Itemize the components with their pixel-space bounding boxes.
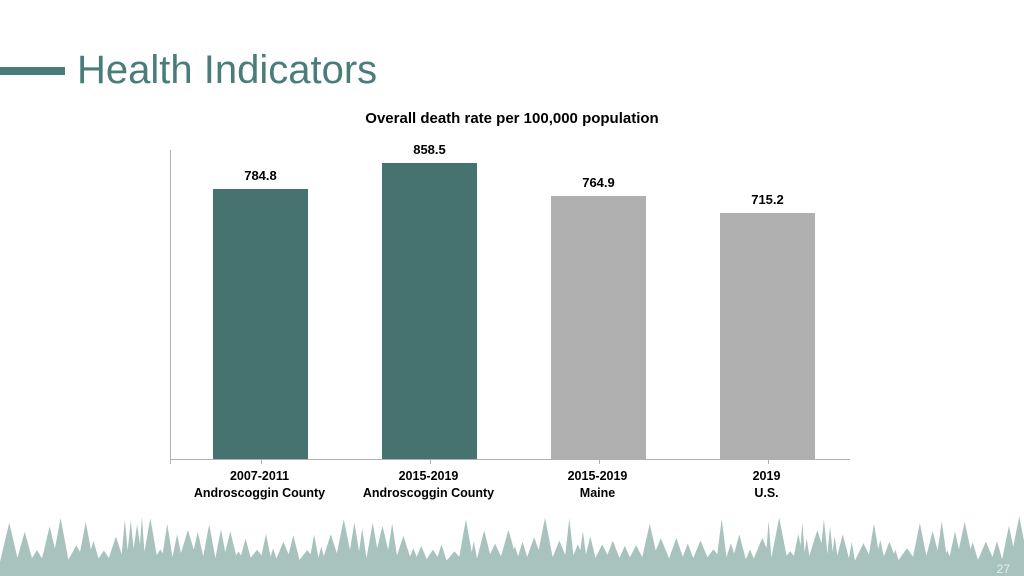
axis-tick — [261, 459, 262, 464]
page-number: 27 — [997, 562, 1010, 576]
slide-title: Health Indicators — [77, 48, 377, 93]
axis-tick — [170, 459, 171, 464]
bar — [551, 196, 646, 459]
bar-value-label: 715.2 — [751, 192, 784, 207]
axis-tick — [599, 459, 600, 464]
axis-tick — [430, 459, 431, 464]
bar-value-label: 858.5 — [413, 142, 446, 157]
chart-title: Overall death rate per 100,000 populatio… — [0, 110, 1024, 127]
chart-plot-area: 784.8858.5764.9715.2 — [170, 150, 850, 460]
bar — [382, 163, 477, 459]
x-axis-label: 2007-2011Androscoggin County — [180, 468, 340, 502]
slide-title-row: Health Indicators — [0, 48, 377, 93]
bar-container: 784.8 — [213, 168, 308, 459]
x-axis-label: 2019U.S. — [687, 468, 847, 502]
footer-band — [0, 562, 1024, 576]
x-axis-label: 2015-2019Androscoggin County — [349, 468, 509, 502]
title-accent-bar — [0, 67, 65, 75]
x-axis-label: 2015-2019Maine — [518, 468, 678, 502]
axis-tick — [768, 459, 769, 464]
bar — [213, 189, 308, 459]
bar-container: 858.5 — [382, 142, 477, 459]
bar-value-label: 764.9 — [582, 175, 615, 190]
bar-container: 715.2 — [720, 192, 815, 459]
bar-container: 764.9 — [551, 175, 646, 459]
bar-value-label: 784.8 — [244, 168, 277, 183]
tree-silhouette-decoration — [0, 514, 1024, 562]
bar — [720, 213, 815, 459]
